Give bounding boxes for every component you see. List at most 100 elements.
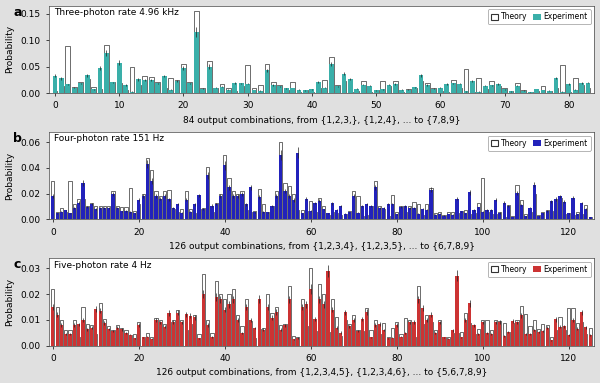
Bar xyxy=(123,90,128,93)
Bar xyxy=(477,334,480,345)
Bar xyxy=(416,299,420,345)
Bar xyxy=(86,207,89,219)
Bar xyxy=(283,325,287,345)
Bar xyxy=(253,328,256,345)
Bar xyxy=(133,211,136,219)
Bar xyxy=(189,324,192,345)
Bar xyxy=(220,83,224,93)
Text: Four-photon rate 151 Hz: Four-photon rate 151 Hz xyxy=(54,134,164,144)
Bar xyxy=(91,87,96,93)
Bar xyxy=(279,330,282,345)
Bar xyxy=(575,212,579,219)
Bar xyxy=(215,297,218,345)
Bar xyxy=(584,334,587,345)
Bar xyxy=(236,196,239,219)
Bar xyxy=(283,191,287,219)
Bar xyxy=(292,193,295,219)
Bar xyxy=(579,85,584,93)
Bar xyxy=(77,203,80,219)
Bar xyxy=(283,183,287,219)
Bar xyxy=(494,200,497,219)
Bar xyxy=(77,324,80,345)
Bar xyxy=(142,80,148,93)
Bar xyxy=(187,83,192,93)
Bar xyxy=(73,204,76,219)
Bar xyxy=(528,92,533,93)
Bar xyxy=(567,213,570,219)
Bar xyxy=(159,322,162,345)
Bar xyxy=(550,337,553,345)
Bar xyxy=(180,213,184,219)
Bar xyxy=(412,208,416,219)
Bar xyxy=(476,78,481,93)
Bar xyxy=(472,210,476,219)
Bar xyxy=(68,334,71,345)
Bar xyxy=(202,208,205,219)
Bar xyxy=(271,82,276,93)
Bar xyxy=(90,204,93,219)
Bar xyxy=(68,213,71,219)
Bar xyxy=(107,326,110,345)
Bar xyxy=(430,315,433,345)
Bar xyxy=(431,88,436,93)
Bar xyxy=(566,92,571,93)
Bar xyxy=(589,217,592,219)
Bar xyxy=(520,306,523,345)
Bar xyxy=(380,89,385,93)
Bar xyxy=(498,213,502,219)
Bar xyxy=(382,330,385,345)
Bar xyxy=(313,331,317,345)
Bar xyxy=(408,208,411,219)
Bar xyxy=(142,337,145,345)
Bar xyxy=(68,181,71,219)
Bar xyxy=(524,314,527,345)
Bar xyxy=(120,329,123,345)
Bar xyxy=(554,78,559,93)
Bar xyxy=(163,196,166,219)
Bar xyxy=(241,191,244,219)
Bar xyxy=(150,181,154,219)
Bar xyxy=(331,309,334,345)
Bar xyxy=(193,317,196,345)
Bar xyxy=(511,321,514,345)
Bar xyxy=(529,326,532,345)
Bar xyxy=(386,87,391,93)
Bar xyxy=(90,327,93,345)
Bar xyxy=(442,337,446,345)
Bar xyxy=(524,334,527,345)
Bar xyxy=(265,70,269,93)
Bar xyxy=(245,65,250,93)
Bar xyxy=(162,88,167,93)
Bar xyxy=(189,209,192,219)
Bar xyxy=(477,208,480,219)
Bar xyxy=(361,319,364,345)
Bar xyxy=(412,322,416,345)
Bar xyxy=(154,318,158,345)
Bar xyxy=(575,214,579,219)
Bar xyxy=(400,334,403,345)
Bar xyxy=(56,315,59,345)
Bar xyxy=(472,334,476,345)
Bar xyxy=(395,325,398,345)
Bar xyxy=(521,90,526,93)
Bar xyxy=(457,83,462,93)
Bar xyxy=(545,325,549,345)
Bar xyxy=(464,91,469,93)
Bar xyxy=(339,216,343,219)
Text: c: c xyxy=(13,258,20,271)
Bar xyxy=(352,320,355,345)
Bar xyxy=(509,91,514,93)
Bar xyxy=(262,204,265,219)
Bar xyxy=(137,204,140,219)
Bar xyxy=(533,319,536,345)
Bar xyxy=(498,213,502,219)
Bar xyxy=(64,330,67,345)
Bar xyxy=(425,210,428,219)
Bar xyxy=(503,336,506,345)
Bar xyxy=(206,320,209,345)
Bar xyxy=(386,85,391,93)
Bar xyxy=(146,333,149,345)
Bar xyxy=(365,204,368,219)
Bar xyxy=(94,209,97,219)
Bar xyxy=(223,309,226,345)
